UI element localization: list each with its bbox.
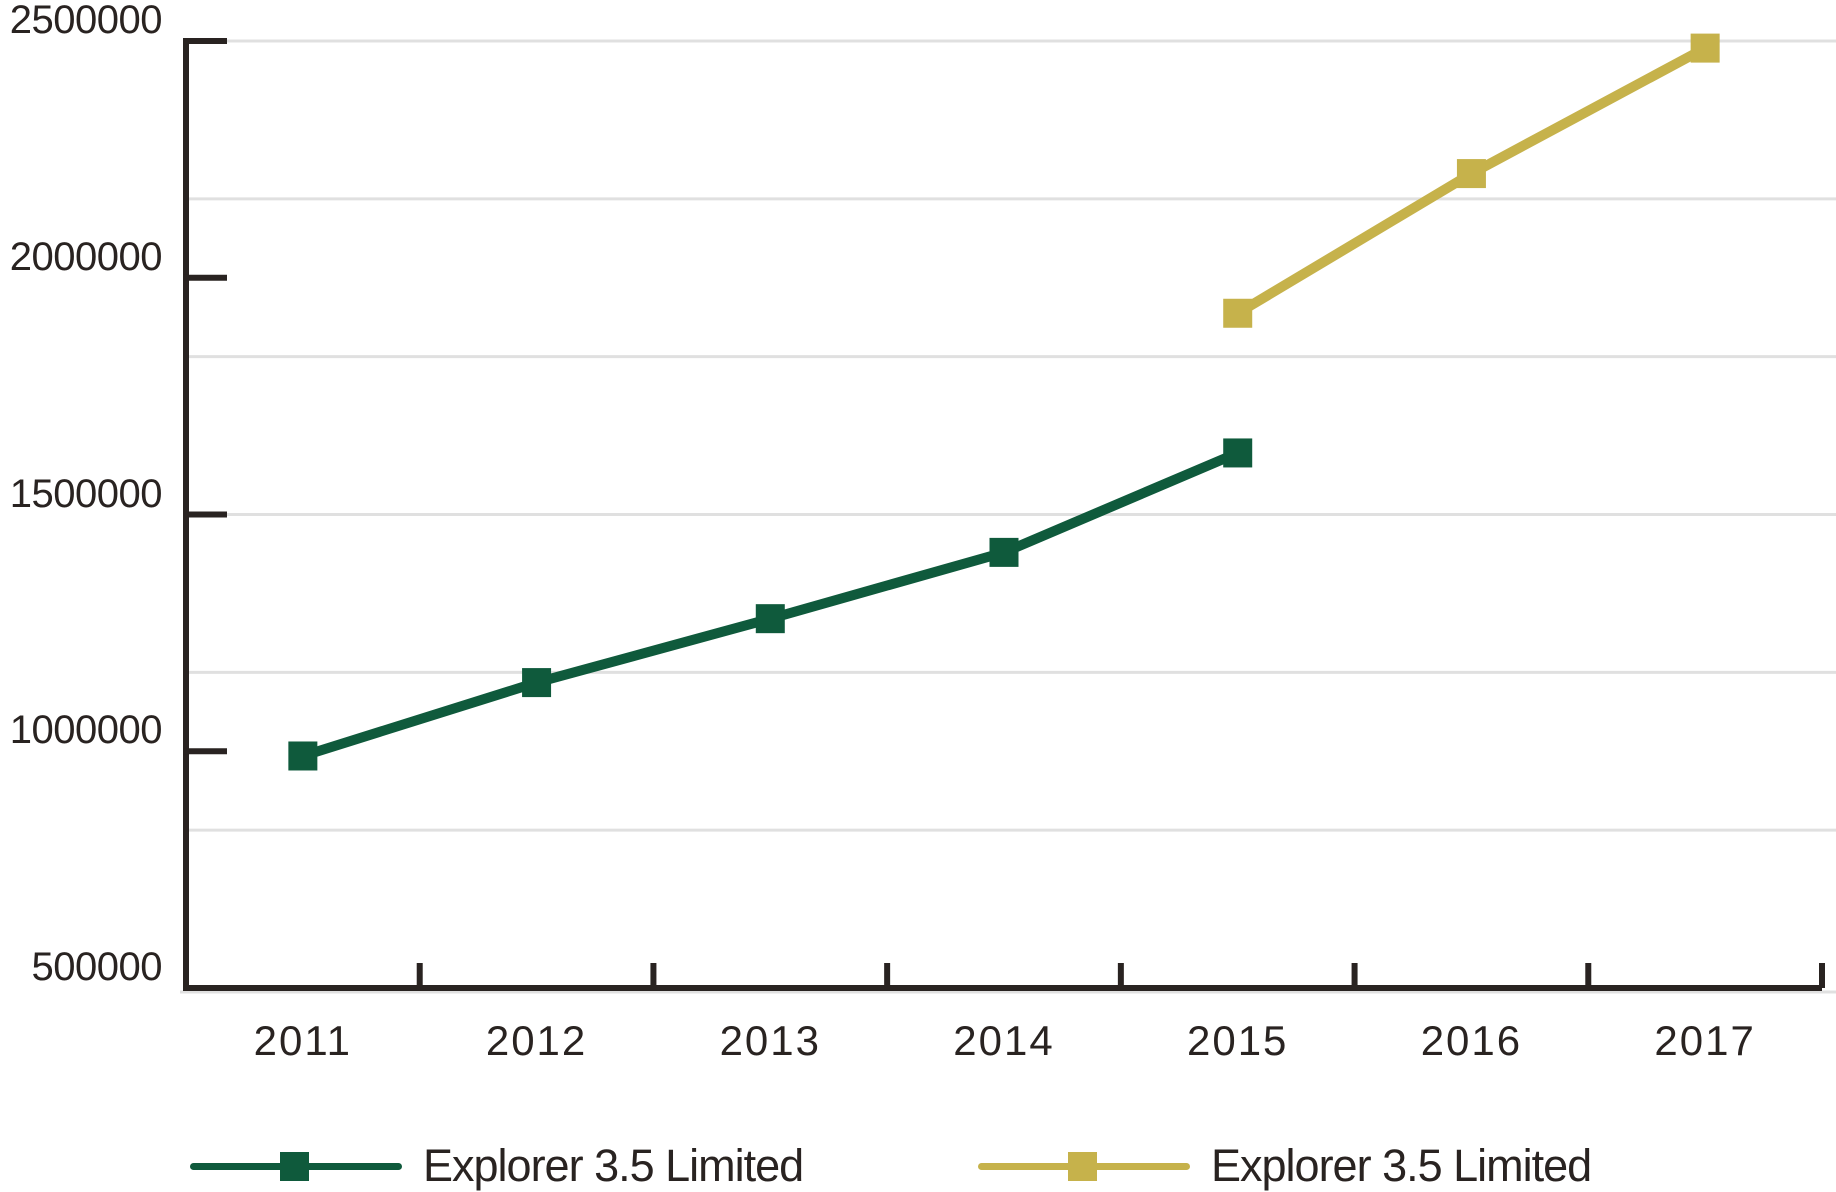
x-tick-label: 2015 [1186, 1017, 1289, 1064]
x-tick-label: 2014 [953, 1017, 1055, 1064]
legend-swatch [978, 1140, 1190, 1192]
data-point-marker [1690, 33, 1720, 63]
y-tick-label: 2000000 [9, 234, 163, 279]
data-point-marker [989, 537, 1019, 567]
data-point-marker [1456, 159, 1486, 189]
data-point-marker [755, 604, 785, 634]
legend-label: Explorer 3.5 Limited [423, 1140, 804, 1191]
x-tick-label: 2013 [719, 1017, 821, 1064]
legend-square-marker-icon [280, 1151, 309, 1181]
x-tick-label: 2017 [1654, 1017, 1756, 1064]
x-tick-label: 2011 [253, 1017, 352, 1064]
y-tick-label: 1500000 [9, 471, 163, 516]
y-tick-label: 1000000 [9, 708, 163, 753]
data-point-marker [288, 741, 318, 771]
legend-square-marker-icon [1068, 1151, 1097, 1181]
data-point-marker [1223, 298, 1253, 328]
data-point-marker [1223, 438, 1253, 468]
legend-label: Explorer 3.5 Limited [1211, 1140, 1592, 1191]
legend-swatch [190, 1140, 402, 1192]
x-tick-label: 2012 [485, 1017, 588, 1064]
data-point-marker [522, 668, 552, 698]
y-tick-label: 500000 [31, 945, 163, 989]
x-tick-label: 2016 [1420, 1017, 1523, 1064]
legend-item: Explorer 3.5 Limited [190, 1140, 804, 1192]
legend: Explorer 3.5 Limited Explorer 3.5 Limited [0, 1140, 1836, 1192]
legend-item: Explorer 3.5 Limited [978, 1140, 1592, 1192]
y-tick-label: 2500000 [9, 0, 163, 42]
